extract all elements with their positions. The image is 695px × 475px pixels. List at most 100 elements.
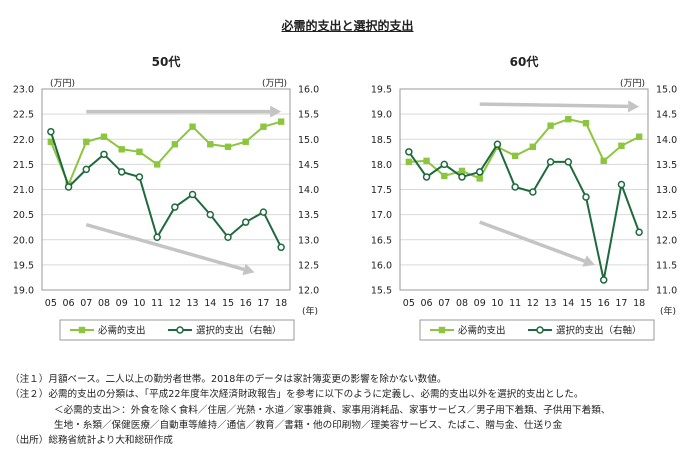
note-1: （注１）月額ベース。二人以上の勤労者世帯。2018年のデータは家計簿変更の影響を…	[10, 374, 447, 385]
right-tick-label: 13.0	[298, 235, 319, 246]
data-point-square	[277, 118, 285, 125]
x-tick-label: 12	[169, 298, 181, 309]
right-tick-label: 13.5	[656, 160, 677, 171]
data-point-circle	[458, 173, 466, 181]
left-tick-label: 19.5	[13, 260, 34, 271]
data-point-square	[618, 142, 625, 149]
data-point-circle	[277, 243, 285, 252]
right-tick-label: 15.0	[656, 85, 677, 96]
source-note: （出所）総務省統計より大和総研作成	[10, 435, 173, 447]
right-tick-label: 11.0	[656, 286, 677, 297]
data-point-circle	[64, 183, 73, 191]
chart-title: 50代	[152, 54, 181, 69]
right-axis-unit: (万円)	[262, 78, 287, 89]
left-tick-label: 22.5	[13, 110, 34, 121]
data-point-circle	[635, 228, 643, 236]
data-point-square	[224, 143, 232, 150]
data-point-circle	[422, 173, 431, 181]
data-point-square	[635, 133, 643, 140]
trend-arrow-head	[582, 255, 595, 267]
left-tick-label: 18.0	[371, 160, 392, 171]
data-point-square	[405, 158, 413, 166]
trend-arrow-head	[270, 105, 282, 118]
data-point-square	[47, 138, 55, 145]
legend-label-2: 選択的支出（右軸）	[196, 325, 282, 337]
data-point-square	[529, 143, 537, 150]
note-2-detail-1: ＜必需的支出＞：外食を除く食料／住居／光熱・水道／家事雑貨、家事用消耗品、家事サ…	[54, 404, 611, 416]
data-point-circle	[405, 148, 413, 156]
left-tick-label: 15.5	[371, 286, 392, 297]
data-point-square	[153, 161, 161, 168]
right-tick-label: 16.0	[298, 85, 319, 96]
x-tick-label: 09	[116, 298, 128, 309]
data-point-circle	[82, 165, 91, 174]
right-tick-label: 15.5	[298, 110, 319, 121]
x-tick-label: 11	[509, 298, 521, 309]
data-point-square	[547, 122, 554, 129]
x-tick-label: 15	[222, 298, 234, 309]
x-tick-label: 06	[63, 298, 75, 309]
left-tick-label: 21.0	[13, 185, 34, 196]
left-tick-label: 23.0	[13, 85, 34, 96]
notes: （注１）月額ベース。二人以上の勤労者世帯。2018年のデータは家計簿変更の影響を…	[10, 372, 690, 448]
x-tick-label: 05	[403, 298, 415, 309]
x-tick-label: 11	[151, 298, 163, 309]
data-point-circle	[224, 233, 232, 241]
data-point-square	[83, 138, 90, 145]
right-tick-label: 14.0	[656, 135, 677, 146]
data-point-circle	[475, 168, 484, 176]
x-tick-label: 18	[633, 298, 645, 309]
data-point-square	[476, 175, 483, 182]
data-point-square	[441, 172, 448, 180]
left-tick-label: 19.5	[371, 85, 392, 96]
data-point-circle	[564, 158, 573, 166]
trend-arrow-head	[242, 263, 255, 276]
data-point-circle	[529, 188, 537, 196]
data-point-square	[582, 119, 590, 127]
data-point-circle	[582, 193, 590, 201]
right-tick-label: 14.5	[298, 160, 319, 171]
data-point-square	[565, 115, 572, 123]
data-point-circle	[241, 218, 250, 226]
data-point-circle	[171, 203, 179, 211]
left-tick-label: 16.5	[371, 235, 392, 246]
right-tick-label: 12.0	[298, 286, 319, 297]
data-point-circle	[153, 233, 161, 241]
right-tick-label: 14.0	[298, 185, 319, 196]
data-point-circle	[135, 173, 144, 181]
data-point-circle	[511, 183, 519, 191]
x-tick-label: 13	[187, 298, 199, 309]
data-point-circle	[546, 158, 555, 166]
data-point-circle	[617, 180, 626, 189]
series-line-2	[49, 131, 283, 248]
legend-swatch-marker-1	[438, 326, 446, 334]
trend-arrow-shaft	[479, 102, 629, 109]
data-point-circle	[188, 190, 197, 199]
x-tick-label: 10	[133, 298, 145, 309]
legend-swatch-marker-2	[536, 326, 544, 334]
data-point-square	[242, 138, 249, 145]
data-point-square	[207, 141, 214, 148]
data-point-square	[458, 167, 466, 175]
note-2-detail-2: 生地・糸類／保健医療／自動車等維持／通信／教育／書籍・他の印刷物／理美容サービス…	[54, 419, 563, 431]
data-point-circle	[47, 127, 55, 136]
left-tick-label: 20.0	[13, 235, 34, 246]
x-tick-label: 09	[474, 298, 486, 309]
data-point-circle	[440, 160, 449, 169]
x-tick-label: 07	[80, 298, 92, 309]
x-tick-label: 13	[545, 298, 557, 309]
data-point-square	[600, 157, 607, 165]
legend-swatch-marker-1	[78, 326, 86, 334]
x-tick-label: 07	[438, 298, 450, 309]
data-point-circle	[493, 140, 502, 149]
x-axis-unit: (年)	[302, 305, 318, 317]
plot-frame	[399, 88, 649, 291]
chart-title: 60代	[510, 54, 539, 69]
trend-arrow-shaft	[479, 220, 586, 263]
data-point-square	[189, 123, 196, 130]
x-tick-label: 12	[527, 298, 539, 309]
x-tick-label: 15	[580, 298, 592, 309]
right-tick-label: 12.5	[298, 260, 319, 271]
